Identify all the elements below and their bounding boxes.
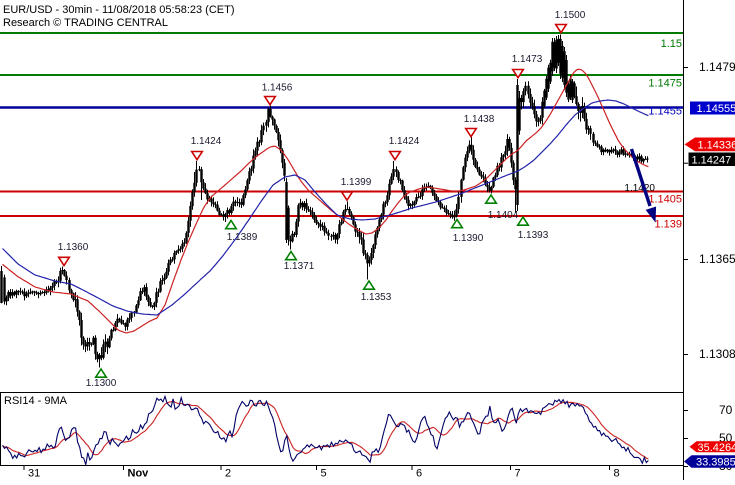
svg-text:1.1399: 1.1399 [341,177,372,188]
svg-text:1.1390: 1.1390 [453,233,484,244]
svg-text:1.1371: 1.1371 [284,261,315,272]
svg-text:1.14336: 1.14336 [698,139,735,151]
svg-text:1.1389: 1.1389 [227,232,258,243]
svg-text:31: 31 [28,468,40,480]
svg-text:1.1473: 1.1473 [512,54,543,65]
svg-text:1.1424: 1.1424 [389,136,420,147]
svg-text:6: 6 [416,468,422,480]
svg-text:5: 5 [321,468,327,480]
svg-text:Research © TRADING CENTRAL: Research © TRADING CENTRAL [3,17,168,29]
svg-text:1.15: 1.15 [661,38,682,50]
svg-text:35.4264: 35.4264 [698,442,735,454]
svg-text:1.1300: 1.1300 [86,378,117,389]
svg-text:33.3985: 33.3985 [696,457,735,469]
svg-text:1.1365: 1.1365 [699,252,735,266]
svg-text:1.1393: 1.1393 [518,230,549,241]
svg-text:1.1405: 1.1405 [648,194,682,206]
svg-text:1.1456: 1.1456 [262,83,293,94]
svg-text:1.1455: 1.1455 [648,106,682,118]
svg-text:1.1308: 1.1308 [699,347,735,361]
svg-text:7: 7 [515,468,521,480]
svg-text:8: 8 [614,468,620,480]
svg-text:1.14555: 1.14555 [697,103,735,115]
svg-text:1.1404: 1.1404 [488,210,519,221]
svg-text:70: 70 [719,403,733,417]
svg-text:Nov: Nov [128,468,150,480]
svg-text:EUR/USD - 30min - 11/08/2018 0: EUR/USD - 30min - 11/08/2018 05:58:23 (C… [3,4,235,16]
svg-text:1.14247: 1.14247 [692,154,732,166]
svg-text:2: 2 [225,468,231,480]
svg-text:1.1479: 1.1479 [699,60,735,74]
svg-text:1.1353: 1.1353 [361,292,392,303]
svg-text:1.139: 1.139 [654,219,682,231]
svg-text:1.1438: 1.1438 [464,114,495,125]
svg-text:RSI14 - 9MA: RSI14 - 9MA [4,395,68,407]
svg-text:1.1424: 1.1424 [191,136,222,147]
svg-text:1.1360: 1.1360 [58,242,89,253]
svg-text:1.1500: 1.1500 [555,10,586,21]
svg-text:1.1420: 1.1420 [624,183,655,194]
svg-text:1.1475: 1.1475 [648,78,682,90]
